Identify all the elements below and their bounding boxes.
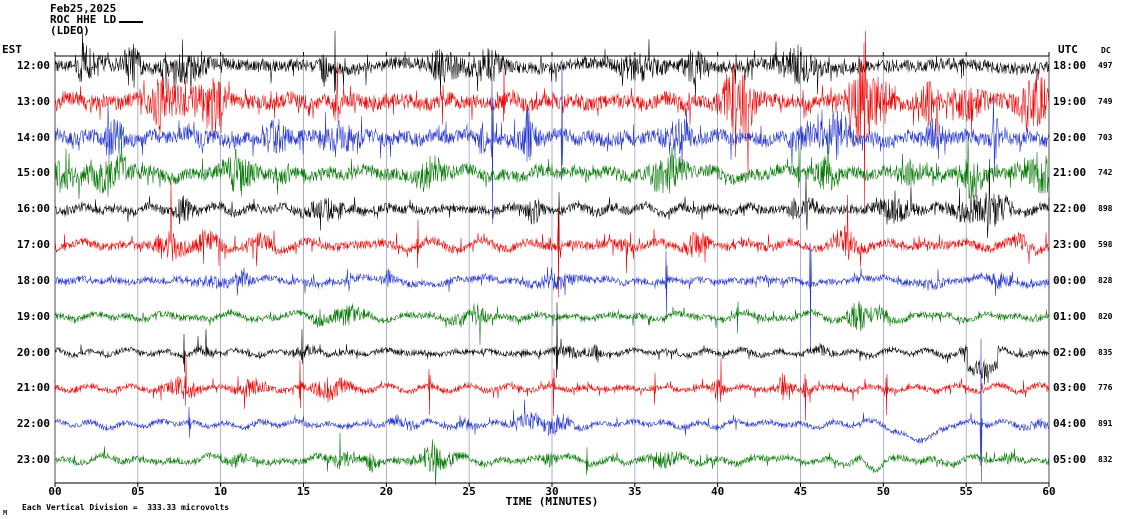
left-axis-label: EST [2,43,22,56]
est-time-label: 17:00 [16,238,50,252]
dc-value: 898 [1098,204,1113,214]
x-tick-label: 25 [462,485,476,498]
utc-time-label: 19:00 [1053,94,1087,108]
dc-value: 820 [1098,311,1113,321]
dc-value: 828 [1098,275,1113,285]
utc-time-label: 02:00 [1053,345,1087,359]
dc-value: 776 [1098,383,1113,393]
x-tick-label: 60 [1042,485,1056,498]
header-date: Feb25,2025 [50,2,117,15]
dc-value: 835 [1098,347,1113,357]
utc-time-label: 05:00 [1053,453,1087,467]
utc-time-label: 01:00 [1053,309,1087,323]
dc-value: 598 [1098,240,1113,250]
x-axis-title: TIME (MINUTES) [505,495,599,508]
watermark-mark: M [3,509,8,517]
x-tick-label: 10 [214,485,228,498]
x-tick-label: 30 [545,485,559,498]
est-time-label: 20:00 [16,345,50,359]
header-station: ROC HHE LD [50,13,117,26]
x-tick-label: 35 [628,485,642,498]
utc-time-label: 22:00 [1053,202,1087,216]
utc-time-label: 20:00 [1053,130,1087,144]
dc-value: 742 [1098,168,1113,178]
x-tick-label: 40 [711,485,725,498]
x-tick-label: 50 [876,485,890,498]
dc-value: 749 [1098,96,1113,106]
dc-column-label: DC [1101,46,1111,55]
header-network: (LDEO) [50,24,90,37]
dc-value: 832 [1098,455,1113,465]
dc-value: 497 [1098,61,1113,70]
dc-value: 703 [1098,132,1113,142]
est-time-label: 22:00 [16,417,50,431]
utc-time-label: 21:00 [1053,166,1087,180]
dc-value: 891 [1098,419,1113,429]
utc-time-label: 18:00 [1053,59,1087,72]
utc-time-label: 00:00 [1053,273,1087,287]
est-time-label: 23:00 [16,453,50,467]
est-time-label: 18:00 [16,273,50,287]
x-tick-label: 00 [48,485,62,498]
est-time-label: 19:00 [16,309,50,323]
x-tick-label: 55 [959,485,973,498]
est-time-label: 12:00 [16,59,50,72]
header-scale-bar [119,21,143,23]
x-tick-label: 20 [379,485,393,498]
est-time-label: 21:00 [16,381,50,395]
est-time-label: 13:00 [16,94,50,108]
x-tick-label: 05 [131,485,145,498]
utc-time-label: 23:00 [1053,238,1087,252]
est-time-label: 16:00 [16,202,50,216]
utc-time-label: 03:00 [1053,381,1087,395]
x-tick-label: 45 [793,485,808,498]
est-time-label: 15:00 [16,166,50,180]
scale-note: Each Vertical Division = 333.33 microvol… [22,503,230,512]
right-axis-label: UTC [1058,43,1078,56]
est-time-label: 14:00 [16,130,50,144]
utc-time-label: 04:00 [1053,417,1087,431]
x-tick-label: 15 [296,485,311,498]
